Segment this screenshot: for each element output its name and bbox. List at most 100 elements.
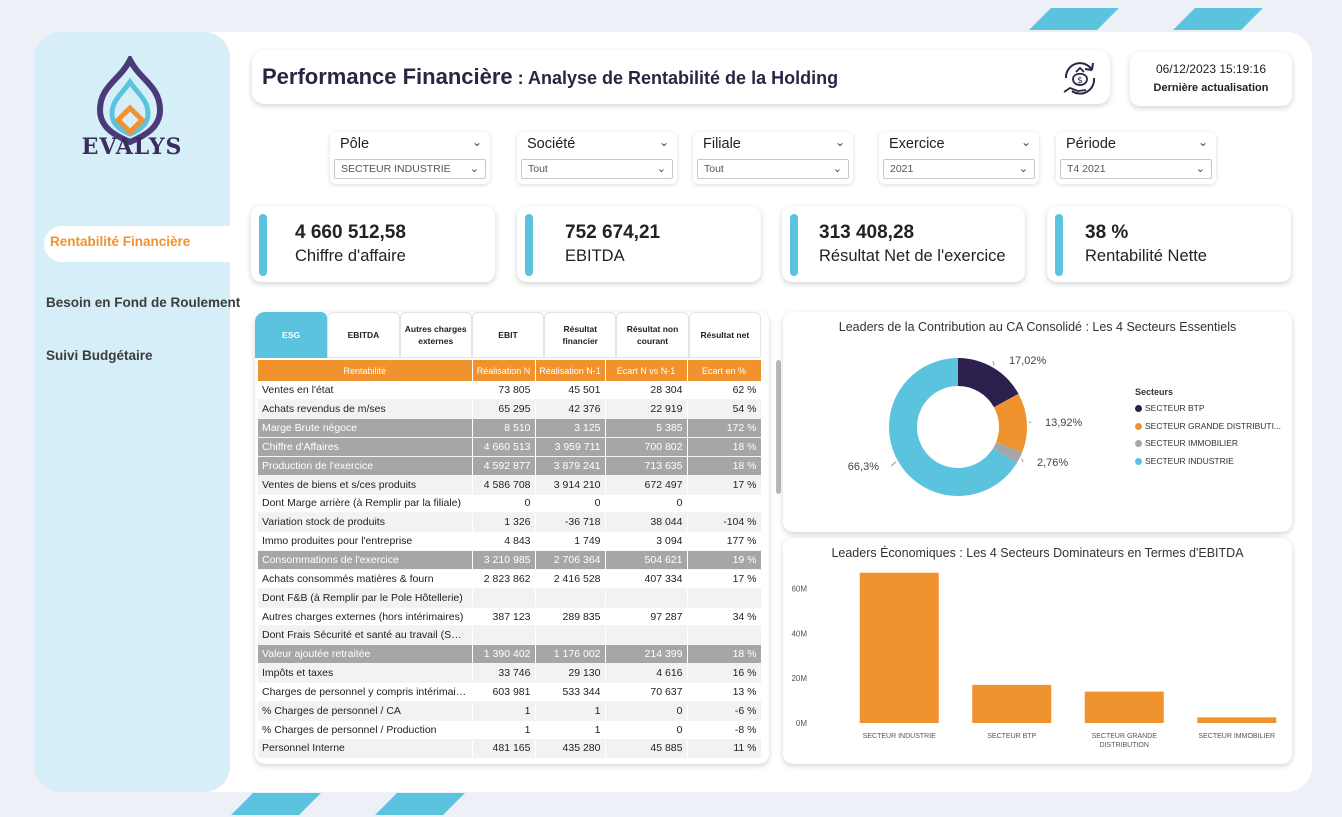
table-row[interactable]: Marge Brute négoce 8 510 3 125 5 385 172 % <box>258 418 762 439</box>
x-tick-label: SECTEUR INDUSTRIE <box>863 733 936 740</box>
table-row[interactable]: Impôts et taxes 33 746 29 130 4 616 16 % <box>258 663 762 683</box>
decor-stripe <box>375 793 465 815</box>
bar[interactable] <box>859 572 939 723</box>
chevron-down-icon: ⌄ <box>656 163 666 175</box>
table-row[interactable]: Autres charges externes (hors intérimair… <box>258 607 762 627</box>
column-header[interactable]: Rentabilité <box>258 360 473 381</box>
table-cell: 70 637 <box>605 682 688 702</box>
nav-suivi-budgetaire[interactable]: Suivi Budgétaire <box>46 348 153 363</box>
nav-rentabilite-financiere[interactable]: Rentabilité Financière <box>50 234 191 249</box>
x-tick-label: SECTEUR IMMOBILIER <box>1198 733 1275 740</box>
kpi-ebitda: 752 674,21 EBITDA <box>517 206 761 282</box>
tab-autres-charges-externes[interactable]: Autres charges externes <box>399 312 472 358</box>
refresh-datetime: 06/12/2023 15:19:16 <box>1155 62 1267 76</box>
donut-slice[interactable] <box>993 441 1023 463</box>
table-cell <box>605 625 688 646</box>
filter-pole[interactable]: Pôle ⌄ SECTEUR INDUSTRIE ⌄ <box>330 132 490 184</box>
y-tick-label: 60M <box>791 584 807 593</box>
filter-filiale[interactable]: Filiale ⌄ Tout ⌄ <box>693 132 853 184</box>
table-cell: 1 <box>472 720 536 740</box>
kpi-value: 313 408,28 <box>819 222 915 243</box>
donut-slice[interactable] <box>993 393 1027 453</box>
table-row[interactable]: Dont F&B (à Remplir par le Pole Hôteller… <box>258 588 762 608</box>
table-cell: 1 <box>472 701 536 721</box>
table-cell: 17 % <box>687 475 762 495</box>
table-row[interactable]: Dont Marge arrière (à Remplir par la fil… <box>258 494 762 514</box>
table-row[interactable]: Valeur ajoutée retraitée 1 390 402 1 176 0… <box>258 644 762 665</box>
table-row[interactable]: Variation stock de produits 1 326 -36 718 3… <box>258 512 762 533</box>
table-scrollbar[interactable] <box>776 360 781 494</box>
page-title-main: Performance Financière <box>262 64 513 89</box>
chevron-down-icon[interactable]: ⌄ <box>1020 135 1031 149</box>
chevron-down-icon[interactable]: ⌄ <box>1197 135 1208 149</box>
table-row[interactable]: Achats revendus de m/ses 65 295 42 376 22 9… <box>258 399 762 420</box>
filter-societe[interactable]: Société ⌄ Tout ⌄ <box>517 132 677 184</box>
table-row[interactable]: Achats consommés matières & fourn 2 823 8… <box>258 569 762 589</box>
table-cell <box>472 588 536 608</box>
chevron-down-icon: ⌄ <box>832 163 842 175</box>
tab-esg[interactable]: ESG <box>255 312 328 358</box>
nav-besoin-fond-roulement[interactable]: Besoin en Fond de Roulement <box>46 295 241 310</box>
table-cell: 214 399 <box>605 644 688 665</box>
legend-item[interactable]: SECTEUR IMMOBILIER <box>1135 438 1238 448</box>
table-cell: 672 497 <box>605 475 688 495</box>
legend-dot-icon <box>1135 422 1142 430</box>
table-cell: 3 125 <box>535 418 606 439</box>
legend-item[interactable]: SECTEUR BTP <box>1135 403 1205 413</box>
filter-exercice[interactable]: Exercice ⌄ 2021 ⌄ <box>879 132 1039 184</box>
table-row[interactable]: Charges de personnel y compris intérimai… <box>258 682 762 702</box>
table-cell: 13 % <box>687 682 762 702</box>
bar[interactable] <box>972 684 1052 723</box>
table-cell: 0 <box>605 494 688 514</box>
donut-slice[interactable] <box>958 358 1019 408</box>
y-tick-label: 20M <box>791 674 807 683</box>
table-row[interactable]: Ventes de biens et s/ces produits 4 586 7… <box>258 475 762 495</box>
table-row[interactable]: Consommations de l'exercice 3 210 985 2 70… <box>258 550 762 570</box>
filter-periode[interactable]: Période ⌄ T4 2021 ⌄ <box>1056 132 1216 184</box>
chevron-down-icon[interactable]: ⌄ <box>658 135 669 149</box>
tab-ebitda[interactable]: EBITDA <box>327 312 400 358</box>
donut-slice[interactable] <box>889 358 1017 496</box>
tab-resultat-net[interactable]: Résultat net <box>688 312 761 358</box>
chevron-down-icon[interactable]: ⌄ <box>471 135 482 149</box>
filter-filiale-select[interactable]: Tout ⌄ <box>697 159 849 179</box>
column-header[interactable]: Réalisation N-1 <box>535 360 606 381</box>
filter-pole-select[interactable]: SECTEUR INDUSTRIE ⌄ <box>334 159 486 179</box>
table-cell: 8 510 <box>472 418 536 439</box>
y-tick-label: 40M <box>791 629 807 638</box>
table-row[interactable]: Production de l'exercice 4 592 877 3 879 2… <box>258 456 762 476</box>
column-header[interactable]: Réalisation N <box>472 360 536 381</box>
legend-label: SECTEUR IMMOBILIER <box>1145 438 1239 448</box>
table-cell: Chiffre d'Affaires <box>258 437 473 457</box>
tab-resultat-non-courant[interactable]: Résultat non courant <box>616 312 689 358</box>
bar[interactable] <box>1197 717 1277 723</box>
tab-ebit[interactable]: EBIT <box>471 312 545 358</box>
chevron-down-icon[interactable]: ⌄ <box>834 135 845 149</box>
bar[interactable] <box>1084 691 1164 723</box>
kpi-resultat-net: 313 408,28 Résultat Net de l'exercice <box>782 206 1025 282</box>
legend-item[interactable]: SECTEUR GRANDE DISTRIBUTI... <box>1135 421 1281 431</box>
table-cell: 4 843 <box>472 531 536 552</box>
table-cell: 97 287 <box>605 607 688 627</box>
table-cell: 42 376 <box>535 399 606 420</box>
table-row[interactable]: Ventes en l'état 73 805 45 501 28 304 62 % <box>258 381 762 401</box>
table-cell: 700 802 <box>605 437 688 457</box>
table-row[interactable]: % Charges de personnel / Production 1 1 0 -8… <box>258 720 762 740</box>
table-row[interactable]: Dont Frais Sécurité et santé au travail … <box>258 625 762 646</box>
table-row[interactable]: % Charges de personnel / CA 1 1 0 -6 % <box>258 701 762 721</box>
column-header[interactable]: Ecart en % <box>687 360 762 381</box>
filter-periode-select[interactable]: T4 2021 ⌄ <box>1060 159 1212 179</box>
table-cell: 481 165 <box>472 739 536 759</box>
kpi-label: Rentabilité Nette <box>1085 247 1207 265</box>
tab-resultat-financier[interactable]: Résultat financier <box>544 312 617 358</box>
filter-societe-select[interactable]: Tout ⌄ <box>521 159 673 179</box>
table-row[interactable]: Personnel Interne 481 165 435 280 45 885 11 … <box>258 739 762 759</box>
kpi-rentabilite-nette: 38 % Rentabilité Nette <box>1047 206 1291 282</box>
donut-chart: 17,02% 13,92% 2,76% 66,3% <box>848 355 1083 496</box>
table-row[interactable]: Chiffre d'Affaires 4 660 513 3 959 711 700 … <box>258 437 762 457</box>
table-row[interactable]: Immo produites pour l'entreprise 4 843 1 7… <box>258 531 762 552</box>
kpi-chiffre-affaire: 4 660 512,58 Chiffre d'affaire <box>251 206 495 282</box>
legend-item[interactable]: SECTEUR INDUSTRIE <box>1135 456 1234 466</box>
filter-exercice-select[interactable]: 2021 ⌄ <box>883 159 1035 179</box>
column-header[interactable]: Ecart N vs N-1 <box>605 360 688 381</box>
